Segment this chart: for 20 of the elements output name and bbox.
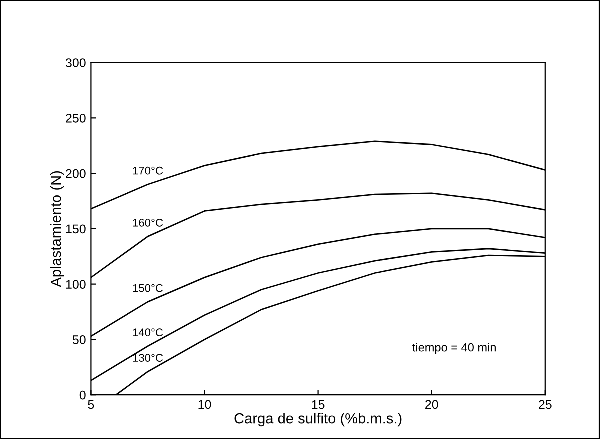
series-label: 170°C <box>133 166 164 175</box>
y-tick-label: 100 <box>66 280 86 289</box>
series-label: 140°C <box>133 328 164 337</box>
x-tick-label: 10 <box>198 400 212 410</box>
y-tick-label: 50 <box>72 336 86 344</box>
y-tick-label: 0 <box>80 390 86 400</box>
y-tick-label: 250 <box>66 114 86 123</box>
y-axis-title: Aplastamiento (N) <box>50 171 64 288</box>
series-label: 130°C <box>133 354 164 362</box>
y-tick-label: 200 <box>66 169 86 178</box>
series-label: 160°C <box>133 218 164 227</box>
x-tick-label: 5 <box>88 400 94 410</box>
x-tick-label: 20 <box>426 400 438 410</box>
y-tick-label: 300 <box>66 58 86 68</box>
annotation: tiempo = 40 min <box>412 343 496 354</box>
x-tick-label: 15 <box>312 400 325 410</box>
series-label: 150°C <box>133 284 164 292</box>
x-axis-title: Carga de sulfito (%b.m.s.) <box>234 413 402 427</box>
x-tick-label: 25 <box>539 400 552 410</box>
y-tick-label: 150 <box>66 224 86 234</box>
